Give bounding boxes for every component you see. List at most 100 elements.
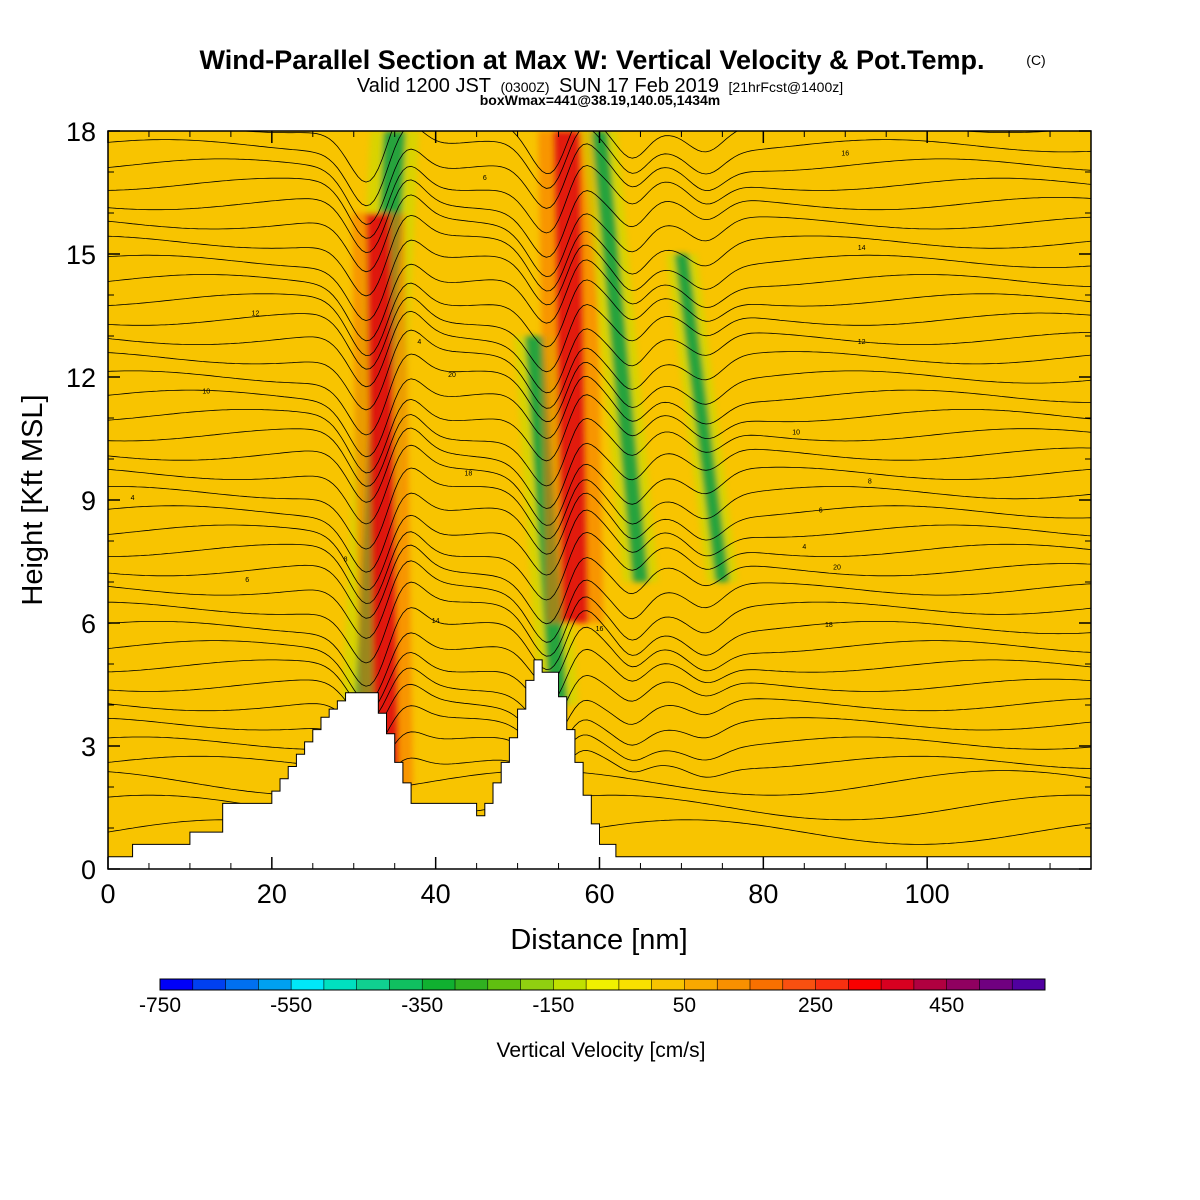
theta-contour-line [108,279,1091,357]
colorbar-swatch [160,979,194,990]
x-axis: 0 20 40 60 80 100 [100,131,1051,909]
x-axis-label: Distance [nm] [510,924,687,956]
colorbar-swatch [750,979,784,990]
contour-label: 4 [802,544,806,551]
subtitle-zulu: (0300Z) [500,79,549,95]
theta-contour-line [108,750,1091,793]
colorbar-swatch [782,979,817,990]
contour-label: 14 [858,245,866,252]
colorbar-swatch [1012,979,1046,990]
theta-contour-line [108,626,1091,702]
theta-contour-line [108,581,1091,664]
y-tick-label: 15 [66,240,96,270]
contour-label: 10 [202,388,210,395]
theta-contours [108,131,1091,845]
colorbar-title: Vertical Velocity [cm/s] [497,1039,706,1062]
theta-contour-line [108,492,1091,573]
subtitle-valid: Valid 1200 JST [357,75,491,97]
colorbar-swatch [618,979,653,990]
contour-label: 18 [825,622,833,629]
contour-label: 6 [819,507,823,514]
colorbar-swatch [651,979,685,990]
colorbar-frame [159,978,1046,991]
y-tick-label: 12 [66,363,96,393]
colorbar-swatch [848,979,882,990]
theta-contour-line [108,179,1091,258]
colorbar-swatch [553,979,587,990]
x-tick-label: 0 [100,879,115,909]
contour-label: 16 [596,626,604,633]
theta-contour-line [108,165,1091,239]
contour-label: 6 [245,577,249,584]
chart-title: Wind-Parallel Section at Max W: Vertical… [200,45,985,75]
terrain-profile [108,659,1091,869]
subtitle-date: SUN 17 Feb 2019 [559,75,719,97]
colorbar-swatch [946,979,980,990]
chart-subtitle-box: boxWmax=441@38.19,140.05,1434m [480,92,721,108]
contour-label: 10 [792,429,800,436]
colorbar-swatch [913,979,948,990]
colorbar-tick-label: 50 [673,994,696,1017]
colorbar-swatch [291,979,325,990]
colorbar-swatch [422,979,456,990]
updraft-core-3 [553,131,588,623]
contour-label: 12 [252,311,260,318]
colorbar-swatch [487,979,522,990]
colorbar-swatch [717,979,751,990]
theta-contour-line [108,310,1091,394]
colorbar-swatch [389,979,423,990]
theta-contour-line [108,214,1091,297]
chart-title-tag: (C) [1026,52,1045,68]
colorbar-swatch [455,979,489,990]
downdraft-core-5 [674,254,730,582]
theta-contour-line [108,143,1091,225]
subtitle-forecast: [21hrFcst@1400z] [729,79,844,95]
colorbar-swatch [684,979,718,990]
contour-label: 4 [131,495,135,502]
colorbar-tick-label: -750 [139,994,181,1017]
colorbar-swatch [258,979,292,990]
contour-label: 14 [432,618,440,625]
y-tick-label: 6 [81,609,96,639]
downdraft-core-4 [591,131,649,582]
colorbar [159,978,1046,991]
theta-contour-line [108,467,1091,550]
colorbar-swatch [192,979,227,990]
theta-contour-line [108,544,1091,625]
theta-contour-line [108,531,1091,604]
colorbar-tick-label: 450 [929,994,964,1017]
contour-label: 8 [868,479,872,486]
x-tick-label: 40 [421,879,451,909]
theta-contour-line [108,444,1091,526]
theta-contour-line [108,648,1091,712]
theta-contour-line [108,329,1091,411]
theta-contour-line [108,414,1091,487]
colorbar-tick-label: -150 [532,994,574,1017]
x-tick-label: 100 [905,879,950,909]
theta-contour-line [108,239,1091,322]
y-tick-label: 0 [81,855,96,885]
colorbar-tick-label: 250 [798,994,833,1017]
y-tick-label: 18 [66,117,96,147]
theta-contour-line [108,705,1091,756]
theta-contour-line [108,394,1091,474]
colorbar-tick-label: -550 [270,994,312,1017]
colorbar-swatch [586,979,620,990]
colorbar-swatch [520,979,554,990]
contour-labels: 4 6 8 10 12 14 16 18 20 4 6 8 10 12 14 16 18 20 4 6 [131,151,872,634]
theta-contour-line [108,194,1091,278]
theta-contour-line [108,560,1091,643]
theta-contour-line [108,427,1091,509]
colorbar-tick-label: -350 [401,994,443,1017]
x-tick-label: 60 [584,879,614,909]
theta-contour-line [108,731,1091,776]
contour-label: 20 [833,565,841,572]
y-tick-label: 3 [81,732,96,762]
contour-label: 4 [417,339,421,346]
colorbar-swatch [356,979,390,990]
colorbar-swatch [225,979,259,990]
theta-contour-line [108,259,1091,342]
theta-contour-line [108,375,1091,458]
colorbar-tick-labels: -750 -550 -350 -150 50 250 450 [139,994,964,1017]
